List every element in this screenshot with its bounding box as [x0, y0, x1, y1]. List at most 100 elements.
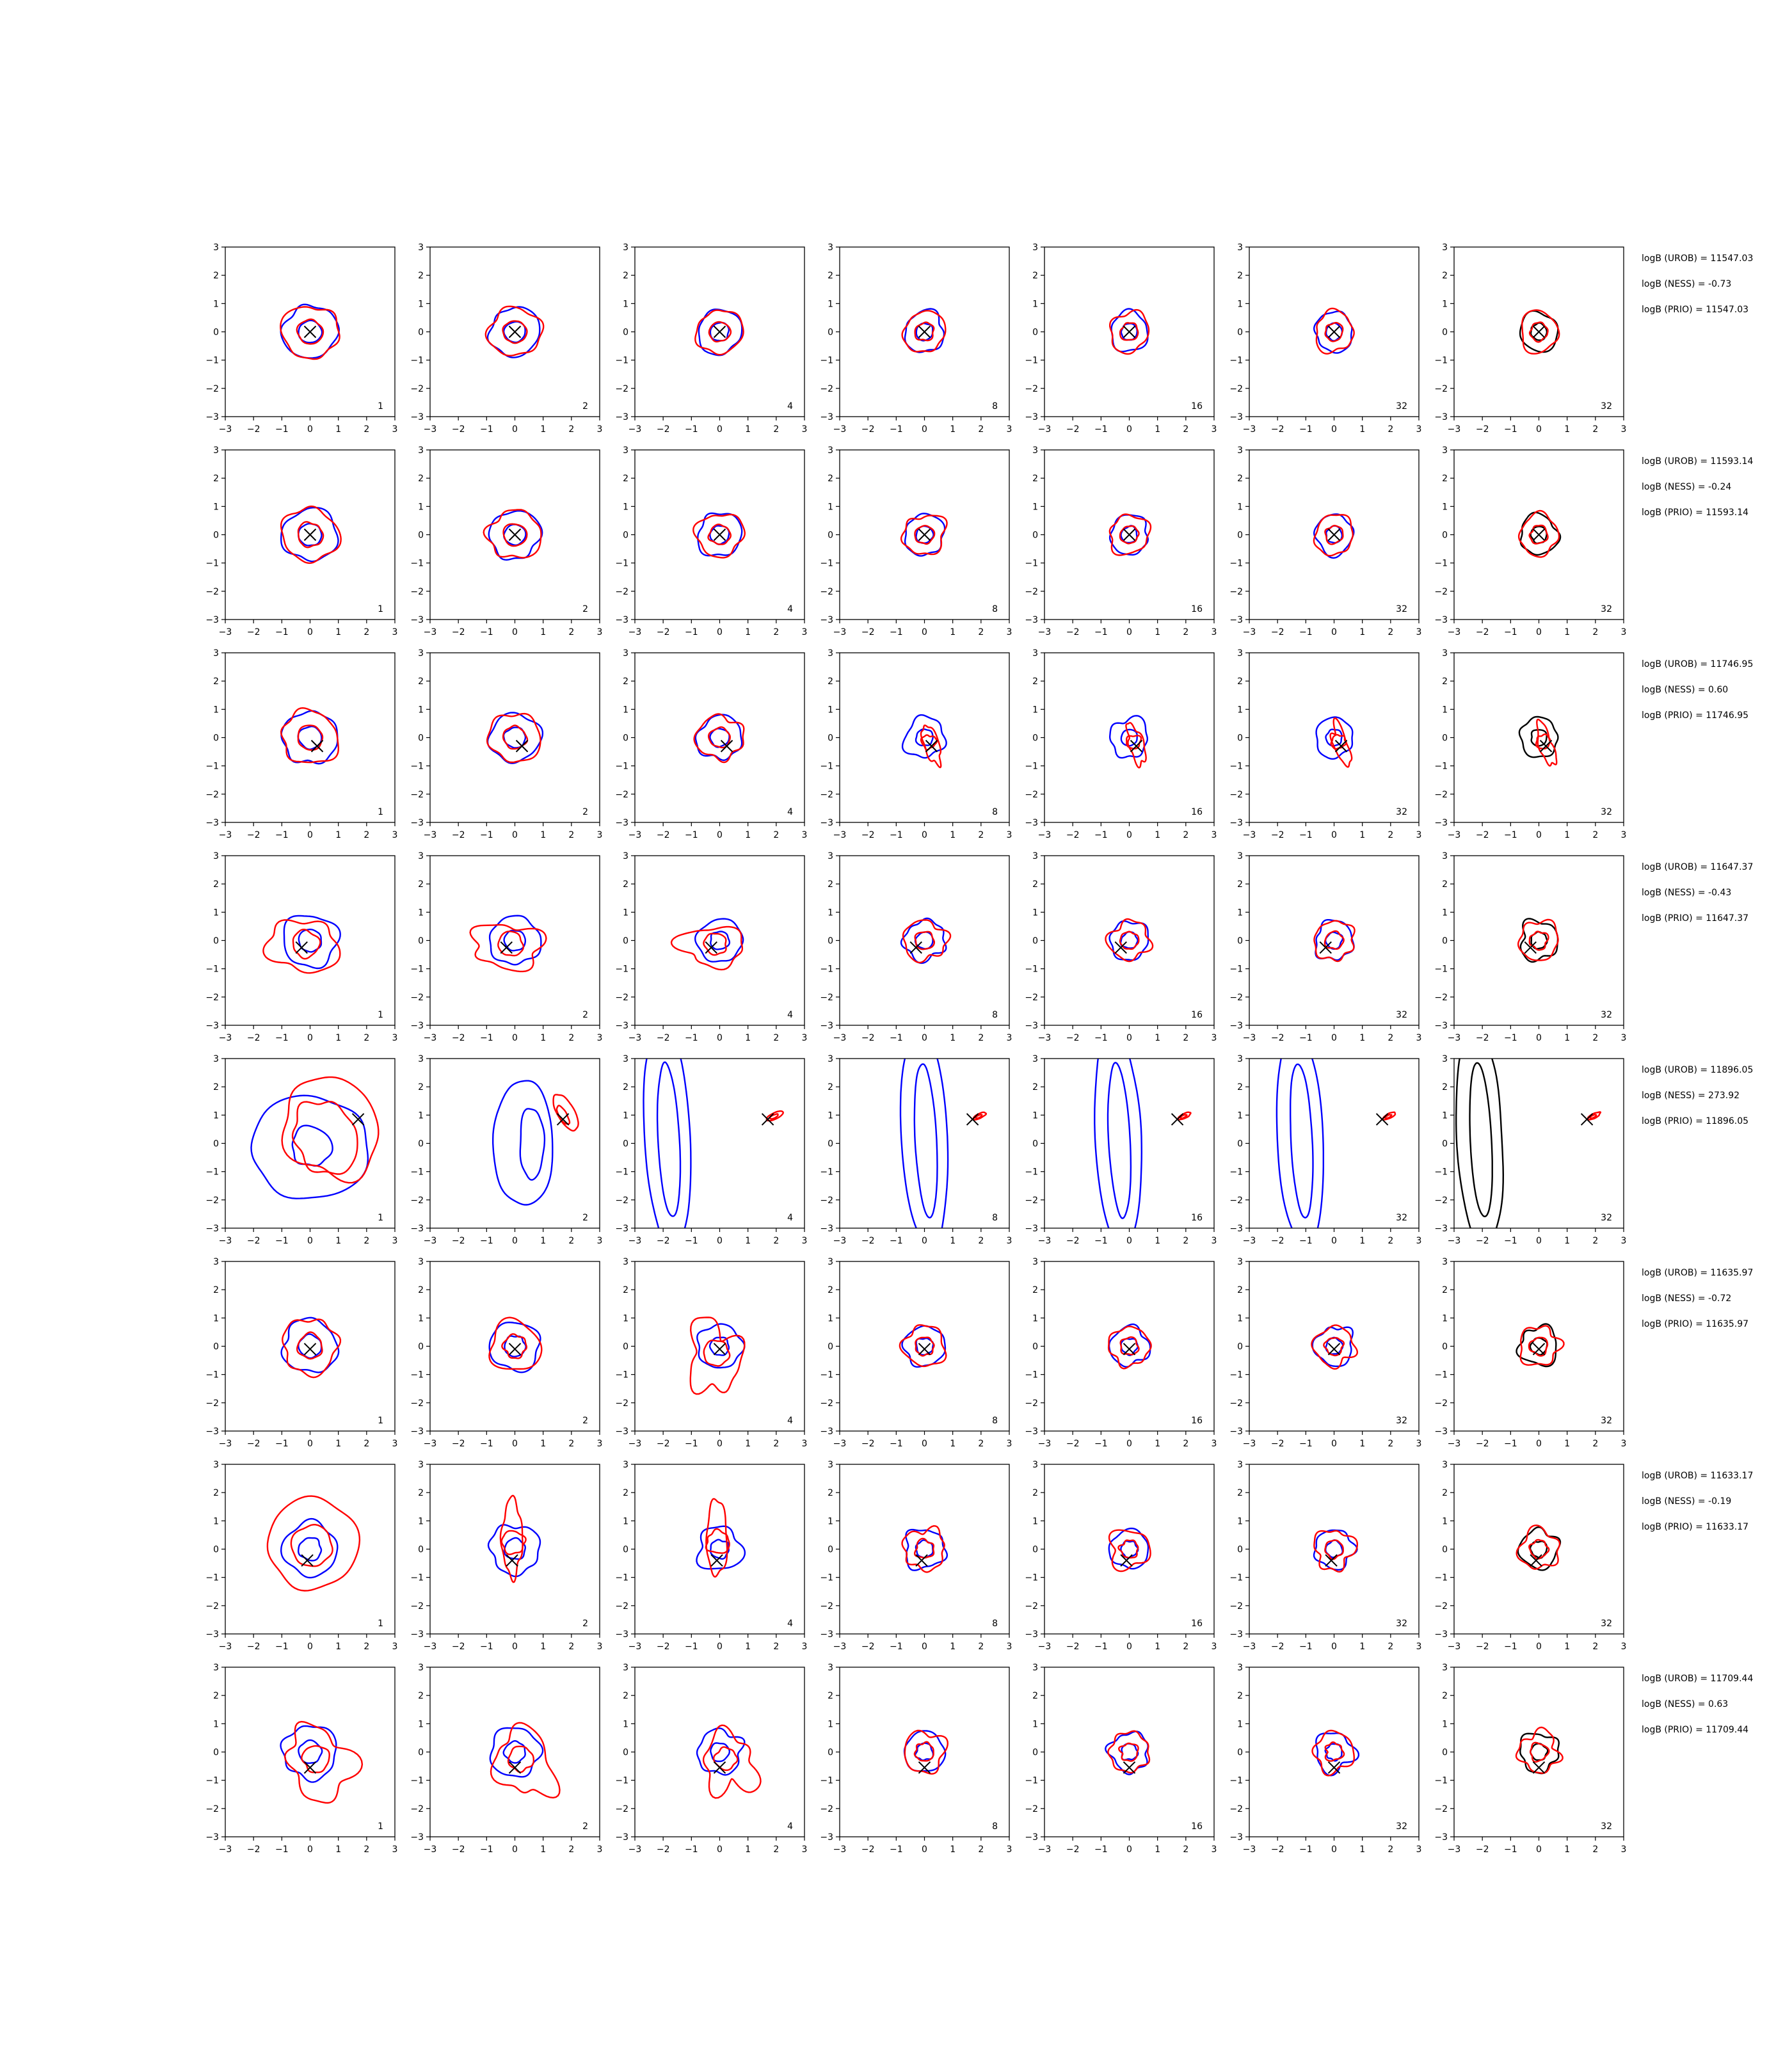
y-tick-label: 1 — [623, 502, 628, 512]
x-tick-label: 3 — [1212, 1236, 1217, 1246]
red-contour — [1521, 309, 1560, 355]
x-tick-label: −1 — [1299, 1439, 1313, 1449]
x-tick-label: 2 — [568, 1844, 574, 1855]
x-tick-label: 1 — [950, 424, 956, 435]
x-tick-label: −2 — [452, 424, 465, 435]
x-tick-label: −2 — [1476, 627, 1489, 637]
x-tick-label: 1 — [1564, 627, 1570, 637]
red-contour — [1313, 920, 1356, 963]
red-contour — [296, 1331, 323, 1360]
y-tick-label: 0 — [623, 1139, 628, 1149]
x-tick-label: −1 — [685, 1033, 698, 1043]
y-tick-label: 3 — [828, 1054, 833, 1064]
y-tick-label: 2 — [418, 271, 424, 281]
y-tick-label: −1 — [615, 1573, 628, 1583]
x-tick-label: 2 — [1183, 1642, 1188, 1652]
y-tick-label: −2 — [1025, 1601, 1038, 1612]
x-tick-label: 3 — [597, 1439, 603, 1449]
y-tick-label: 2 — [828, 1082, 833, 1092]
y-tick-label: −3 — [205, 1427, 219, 1437]
logb-annotation: logB (UROB) = 11593.14 — [1642, 456, 1753, 467]
x-tick-label: −3 — [833, 1439, 847, 1449]
x-tick-label: 3 — [1007, 1439, 1012, 1449]
red-contour — [262, 919, 341, 974]
x-tick-label: −1 — [1094, 1439, 1108, 1449]
x-tick-label: −2 — [861, 1844, 875, 1855]
panel-r8-c6: −3−3 −2 −2 −1 −1 0 0 1 1 2 2 3 3 32 — [1229, 1663, 1421, 1855]
x-tick-label: −3 — [1448, 830, 1461, 840]
blue-contour — [280, 1517, 339, 1579]
x-tick-label: 2 — [978, 1439, 984, 1449]
y-tick-label: −3 — [205, 1832, 219, 1843]
axes-frame — [1044, 1667, 1215, 1837]
x-tick-label: 3 — [1212, 1642, 1217, 1652]
axes-frame — [1453, 1464, 1624, 1635]
y-tick-label: −3 — [820, 412, 833, 422]
x-tick-label: 3 — [597, 1642, 603, 1652]
x-tick-label: 2 — [1183, 1033, 1188, 1043]
x-tick-label: 0 — [512, 1844, 518, 1855]
y-tick-label: 2 — [1442, 1285, 1448, 1295]
y-tick-label: 3 — [828, 1257, 833, 1267]
x-tick-label: 0 — [1331, 830, 1337, 840]
y-tick-label: 2 — [1237, 879, 1243, 890]
panel-r1-c5: −3−3 −2 −2 −1 −1 0 0 1 1 2 2 3 3 16 — [1025, 243, 1217, 435]
panel-r4-c1: −3−3 −2 −2 −1 −1 0 0 1 1 2 2 3 3 1 — [205, 851, 397, 1043]
x-tick-label: 3 — [597, 1033, 603, 1043]
panel-r8-c3: −3−3 −2 −2 −1 −1 0 0 1 1 2 2 3 3 4 — [615, 1663, 807, 1855]
y-tick-label: 1 — [418, 502, 424, 512]
y-tick-label: 3 — [1442, 1460, 1448, 1470]
axes-frame — [839, 1261, 1010, 1432]
y-tick-label: 1 — [213, 705, 219, 715]
y-tick-label: −3 — [410, 615, 424, 625]
y-tick-label: 0 — [418, 328, 424, 338]
y-tick-label: −1 — [615, 356, 628, 366]
y-tick-label: 2 — [1237, 676, 1243, 687]
y-tick-label: 1 — [1442, 1516, 1448, 1526]
panel-r4-c3: −3−3 −2 −2 −1 −1 0 0 1 1 2 2 3 3 4 — [615, 851, 807, 1043]
blue-contour — [1120, 1540, 1139, 1559]
y-tick-label: 2 — [1237, 1285, 1243, 1295]
axes-frame — [634, 1261, 805, 1432]
panel-r1-c2: −3−3 −2 −2 −1 −1 0 0 1 1 2 2 3 3 2 — [410, 243, 602, 435]
axes-frame — [1453, 652, 1624, 823]
red-contour — [556, 1105, 571, 1125]
y-tick-label: 1 — [623, 1313, 628, 1324]
y-tick-label: 1 — [1237, 1110, 1243, 1121]
y-tick-label: −2 — [410, 384, 424, 394]
y-tick-label: 3 — [1442, 851, 1448, 861]
x-tick-label: 3 — [802, 627, 808, 637]
x-tick-label: 2 — [1388, 830, 1393, 840]
y-tick-label: −2 — [205, 1196, 219, 1206]
panel-label: 32 — [1396, 1416, 1407, 1426]
blue-contour — [1108, 1527, 1149, 1570]
x-tick-label: 0 — [512, 830, 518, 840]
y-tick-label: 0 — [1442, 1748, 1448, 1758]
x-tick-label: −1 — [1504, 424, 1517, 435]
x-tick-label: 3 — [1621, 1236, 1627, 1246]
x-tick-label: 0 — [512, 1033, 518, 1043]
y-tick-label: 0 — [623, 1545, 628, 1555]
row-6: −3−3−2−2−1−1001122331−3−3−2−2−1−10011223… — [205, 1257, 1753, 1449]
y-tick-label: −2 — [1025, 790, 1038, 800]
x-tick-label: −1 — [1299, 1236, 1313, 1246]
x-tick-label: 3 — [392, 627, 398, 637]
y-tick-label: 0 — [1032, 1545, 1038, 1555]
red-contour — [297, 724, 324, 751]
contours — [250, 1076, 380, 1199]
y-tick-label: 2 — [1237, 474, 1243, 484]
contours — [262, 915, 341, 974]
x-tick-label: 0 — [1536, 830, 1542, 840]
y-tick-label: −3 — [410, 818, 424, 828]
blue-contour — [901, 1325, 947, 1368]
red-contour — [296, 318, 324, 345]
x-tick-label: 2 — [1388, 424, 1393, 435]
x-tick-label: −1 — [1504, 1236, 1517, 1246]
panel-label: 8 — [992, 604, 998, 614]
x-tick-label: −2 — [1066, 424, 1080, 435]
contours — [1519, 309, 1560, 355]
x-tick-label: −3 — [219, 1642, 232, 1652]
panel-r4-c5: −3−3 −2 −2 −1 −1 0 0 1 1 2 2 3 3 16 — [1025, 851, 1217, 1043]
red-contour — [1324, 322, 1344, 342]
